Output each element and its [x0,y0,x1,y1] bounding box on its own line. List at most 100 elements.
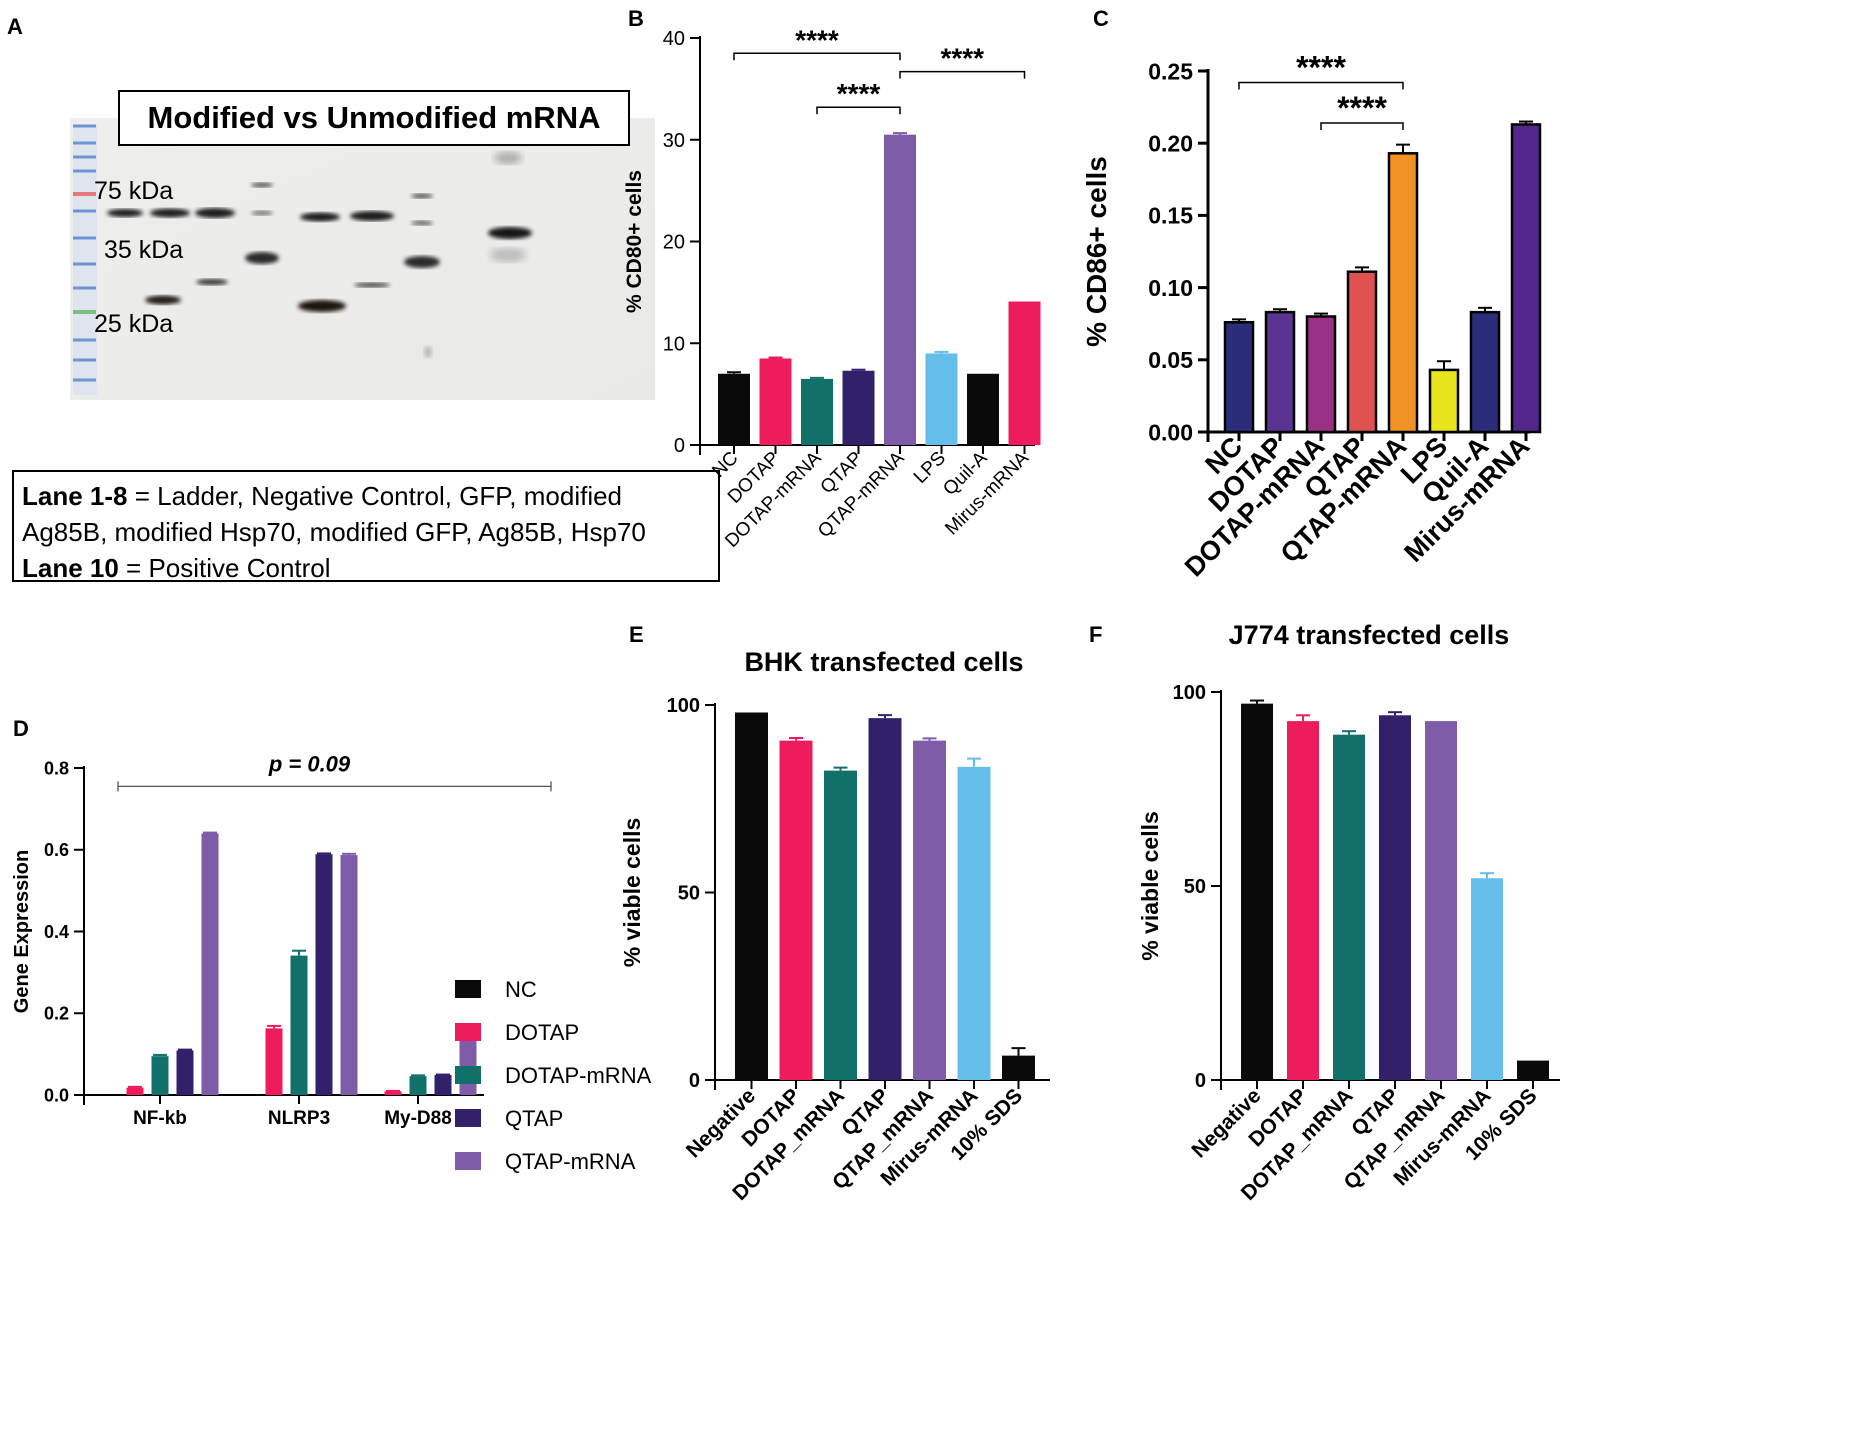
x-tick-label-my-d88: My-D88 [384,1108,452,1129]
bar-mirus-mrna [1510,123,1542,434]
y-tick-label: 0.05 [1148,347,1193,373]
bar-10-sds [1002,1055,1035,1080]
x-tick-label-negative: Negative [1187,1084,1265,1162]
panel-letter-b: B [628,6,644,31]
chart-title: J774 transfected cells [1229,620,1510,650]
panel-letter-f: F [1089,622,1103,647]
y-tick-label: 10 [663,333,685,355]
bar-dotap-mrna [824,770,857,1080]
x-tick-label-nlrp3: NLRP3 [268,1108,330,1129]
x-tick-label-nf-kb: NF-kb [133,1108,187,1129]
legend-label-dotap: DOTAP [505,1020,579,1045]
y-tick-label: 0.00 [1148,419,1193,445]
y-tick-label: 0 [689,1070,700,1092]
legend-label-qtap: QTAP [505,1106,563,1131]
legend-line-3-rest: = Positive Control [118,553,331,583]
legend-line-2: Ag85B, modified Hsp70, modified GFP, Ag8… [22,517,646,547]
legend-line-3: Lane 10 = Positive Control [22,550,710,586]
significance-bracket [816,106,901,115]
legend-line-3-bold: Lane 10 [22,553,119,583]
significance-bracket [1238,81,1404,90]
bar-nlrp3-dotap-mrna [290,955,308,1095]
y-tick-label: 0.2 [44,1004,69,1024]
y-tick-label: 40 [663,28,685,50]
bar-dotap [759,358,792,445]
y-tick-label: 0.15 [1148,203,1193,229]
bar-nlrp3-qtap-mrna [340,855,358,1095]
ladder-lane [73,124,97,395]
bar-nf-kb-qtap-mrna [201,833,219,1095]
y-tick-label: 100 [1173,682,1206,704]
bar-qtap [1379,715,1411,1080]
bar-quil-a [967,373,999,445]
legend-line-1-rest: = Ladder, Negative Control, GFP, modifie… [127,481,623,511]
y-tick-label: 20 [663,232,685,254]
significance-label: **** [795,24,839,55]
legend-swatch-dotap [455,1023,481,1041]
y-tick-label: 0.10 [1148,275,1193,301]
legend-label-nc: NC [505,977,537,1002]
legend-swatch-qtap [455,1109,481,1127]
bar-mirus-mrna [1008,301,1041,445]
bar-qtap [842,370,875,445]
panel-letter-d: D [13,716,29,741]
bar-nf-kb-dotap [126,1087,144,1095]
bar-nf-kb-dotap-mrna [151,1056,169,1095]
panel-letter-a: A [7,14,23,39]
significance-label: **** [1337,90,1387,126]
y-tick-label: 0.6 [44,840,69,860]
blot-title: Modified vs Unmodified mRNA [118,90,630,146]
bar-nlrp3-dotap [265,1028,283,1095]
bar-qtap-mrna [884,134,916,445]
marker-25-kda: 25 kDa [94,310,174,338]
y-tick-label: 0 [674,435,685,457]
panel-letter-e: E [629,622,644,647]
y-axis-label: Gene Expression [11,850,33,1013]
bar-lps [925,353,958,445]
bar-nc [1223,321,1255,434]
y-axis-label: % CD80+ cells [623,170,646,313]
bar-dotap [779,740,813,1080]
y-tick-label: 0.8 [44,758,69,778]
bar-qtap-mrna [1387,152,1419,434]
legend-swatch-dotap-mrna [455,1066,481,1084]
y-tick-label: 0.4 [44,922,69,942]
y-tick-label: 0.0 [44,1085,69,1105]
legend-line-1-bold: Lane 1-8 [22,481,128,511]
marker-35-kda: 35 kDa [104,236,184,264]
bar-10-sds [1517,1060,1549,1080]
significance-bracket [1320,122,1404,130]
y-tick-label: 0.25 [1148,58,1193,84]
y-tick-label: 0.20 [1148,130,1193,156]
bar-mirus-mrna [957,766,991,1080]
significance-bracket [899,70,1026,79]
significance-label: **** [1296,50,1346,86]
y-axis-label: % viable cells [1137,811,1163,961]
bar-dotap-mrna [801,378,833,445]
bar-my-d88-dotap-mrna [409,1076,427,1095]
bar-my-d88-qtap [434,1074,452,1095]
legend-label-qtap-mrna: QTAP-mRNA [505,1149,636,1174]
legend-swatch-qtap-mrna [455,1152,481,1170]
y-tick-label: 30 [663,130,685,152]
bar-dotap-mrna [1305,315,1337,434]
western-blot-image [70,118,655,400]
bar-dotap [1287,721,1319,1080]
blot-lane-legend: Lane 1-8 = Ladder, Negative Control, GFP… [12,470,720,583]
bar-nf-kb-qtap [176,1050,194,1095]
bar-my-d88-dotap [384,1091,402,1095]
annotation-bracket [117,781,552,792]
legend-swatch-nc [455,980,481,998]
significance-bracket [733,52,901,61]
panel-letter-c: C [1093,6,1109,31]
y-tick-label: 50 [678,883,700,905]
legend-line-1: Lane 1-8 = Ladder, Negative Control, GFP… [22,478,710,514]
blot-bands [107,152,532,358]
bar-nc [718,373,750,445]
marker-75-kda: 75 kDa [94,177,174,205]
y-axis-label: % viable cells [619,818,645,968]
legend-label-dotap-mrna: DOTAP-mRNA [505,1063,652,1088]
